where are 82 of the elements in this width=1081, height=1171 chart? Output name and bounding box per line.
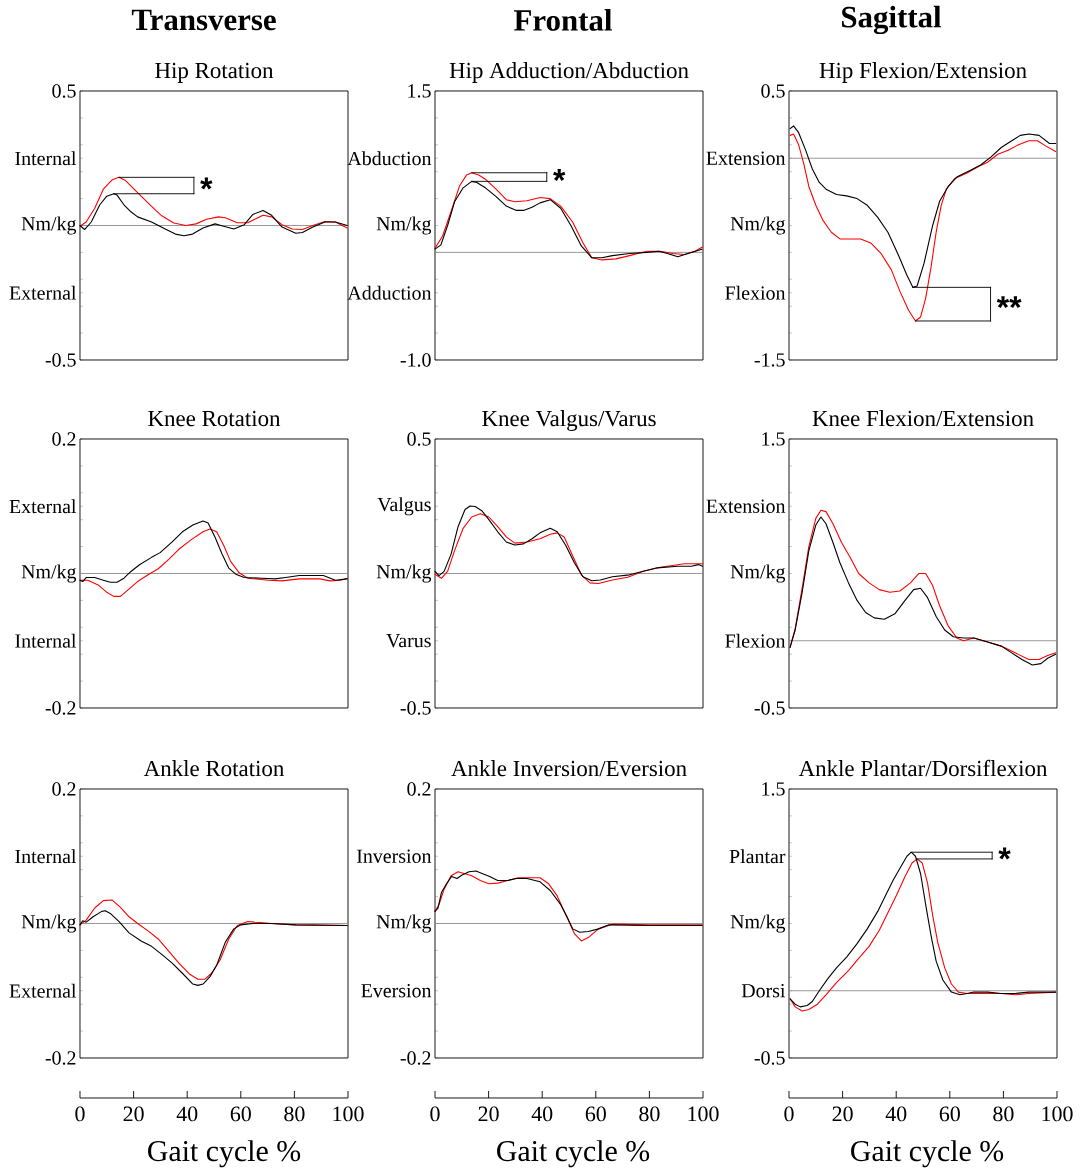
y-tick-label: -0.2 bbox=[45, 701, 76, 715]
x-tick-label: 100 bbox=[333, 1106, 364, 1122]
y-tick-label: -0.5 bbox=[45, 353, 76, 367]
y-tick-label: Eversion bbox=[361, 984, 432, 998]
x-tick-label: 100 bbox=[688, 1106, 719, 1122]
y-tick-label: Nm/kg bbox=[21, 564, 77, 583]
y-tick-label: Dorsi bbox=[741, 984, 786, 998]
y-tick-label: Nm/kg bbox=[376, 564, 432, 583]
chart-subtitle: Hip Adduction/Abduction bbox=[449, 62, 689, 83]
x-axis-title: Gait cycle % bbox=[148, 1140, 301, 1168]
x-tick-label: 0 bbox=[430, 1106, 440, 1122]
x-tick-label: 20 bbox=[832, 1106, 853, 1122]
y-tick-label: Adduction bbox=[347, 285, 432, 300]
y-tick-label: 1.5 bbox=[762, 782, 785, 796]
y-tick-label: 0.2 bbox=[407, 782, 431, 796]
x-axis-title: Gait cycle % bbox=[497, 1140, 650, 1168]
y-tick-label: Plantar bbox=[729, 849, 786, 864]
chart-title: Sagittal bbox=[842, 5, 942, 35]
x-tick-label: 80 bbox=[639, 1106, 660, 1122]
y-tick-label: Internal bbox=[15, 151, 77, 166]
y-tick-label: -0.5 bbox=[400, 701, 431, 715]
y-tick-label: Nm/kg bbox=[21, 914, 77, 933]
x-tick-label: 60 bbox=[585, 1106, 606, 1122]
y-tick-label: Internal bbox=[15, 633, 77, 648]
y-tick-label: External bbox=[9, 983, 77, 998]
x-tick-label: 20 bbox=[478, 1106, 499, 1122]
y-tick-label: -1.0 bbox=[400, 353, 431, 367]
annotation: * bbox=[553, 169, 566, 181]
y-tick-label: Nm/kg bbox=[21, 216, 77, 235]
y-tick-label: Nm/kg bbox=[376, 216, 432, 235]
chart-title: Ankle Rotation bbox=[143, 760, 284, 777]
y-tick-label: 0.2 bbox=[52, 432, 76, 446]
y-tick-label: Valgus bbox=[377, 497, 431, 516]
chart-title: Ankle Inversion/Eversion bbox=[451, 760, 687, 777]
chart-title: Knee Flexion/Extension bbox=[812, 410, 1034, 427]
x-tick-label: 60 bbox=[230, 1106, 251, 1122]
x-axis-title: Gait cycle % bbox=[851, 1140, 1004, 1168]
chart-title: Knee Valgus/Varus bbox=[482, 410, 656, 431]
y-tick-label: Internal bbox=[15, 849, 77, 864]
chart-title: Ankle Plantar/Dorsiflexion bbox=[798, 759, 1048, 777]
x-tick-label: 80 bbox=[993, 1106, 1014, 1122]
y-tick-label: 1.5 bbox=[762, 432, 785, 446]
y-tick-label: -0.2 bbox=[400, 1051, 431, 1065]
y-tick-label: Abduction bbox=[347, 151, 432, 166]
y-tick-label: Nm/kg bbox=[730, 216, 786, 235]
annotation: * bbox=[200, 177, 213, 190]
y-tick-label: External bbox=[9, 499, 77, 514]
y-tick-label: -0.5 bbox=[754, 701, 785, 715]
y-tick-label: 0.5 bbox=[407, 432, 431, 446]
y-tick-label: Extension bbox=[706, 151, 786, 165]
y-tick-label: Nm/kg bbox=[730, 914, 786, 933]
y-tick-label: Inversion bbox=[356, 849, 432, 863]
y-tick-label: -0.2 bbox=[45, 1051, 76, 1065]
x-tick-label: 20 bbox=[123, 1106, 144, 1122]
y-tick-label: Nm/kg bbox=[376, 914, 432, 933]
x-tick-label: 0 bbox=[75, 1106, 85, 1122]
y-tick-label: External bbox=[9, 285, 77, 300]
y-tick-label: Flexion bbox=[725, 285, 786, 300]
x-tick-label: 60 bbox=[939, 1106, 960, 1122]
chart-subtitle: Hip Rotation bbox=[155, 62, 274, 83]
y-tick-label: Extension bbox=[706, 499, 786, 513]
y-tick-label: -1.5 bbox=[754, 353, 785, 367]
x-tick-label: 0 bbox=[784, 1106, 794, 1122]
x-tick-label: 40 bbox=[176, 1106, 198, 1122]
x-tick-label: 40 bbox=[531, 1106, 553, 1122]
y-tick-label: 0.2 bbox=[52, 782, 76, 796]
chart-title: Knee Rotation bbox=[148, 410, 281, 427]
y-tick-label: Flexion bbox=[725, 633, 786, 648]
annotation: * bbox=[998, 847, 1011, 860]
y-tick-label: 0.5 bbox=[761, 84, 785, 98]
chart-subtitle: Hip Flexion/Extension bbox=[819, 62, 1027, 83]
y-tick-label: 1.5 bbox=[408, 84, 431, 98]
y-tick-label: Nm/kg bbox=[730, 564, 786, 583]
y-tick-label: Varus bbox=[386, 634, 431, 648]
x-tick-label: 40 bbox=[885, 1106, 907, 1122]
chart-title: Transverse bbox=[131, 9, 276, 31]
x-tick-label: 80 bbox=[284, 1106, 305, 1122]
annotation: ** bbox=[996, 296, 1022, 309]
chart-title: Frontal bbox=[514, 9, 612, 31]
y-tick-label: -0.5 bbox=[754, 1051, 785, 1065]
y-tick-label: 0.5 bbox=[52, 84, 76, 98]
x-tick-label: 100 bbox=[1042, 1106, 1073, 1122]
